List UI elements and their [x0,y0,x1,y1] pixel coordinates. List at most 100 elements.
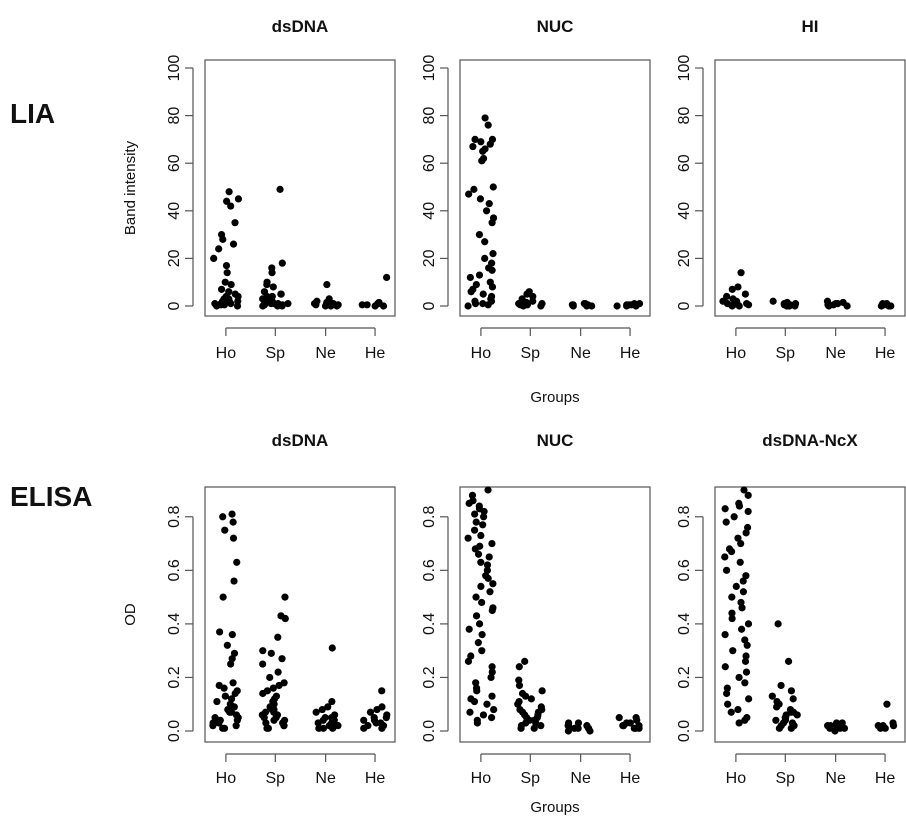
x-axis-title: Groups [530,389,579,406]
data-point [479,147,487,155]
data-point [230,577,238,585]
data-point [363,301,371,309]
data-point [471,510,479,518]
data-point [478,631,486,639]
data-point [383,273,391,282]
data-point [883,700,891,708]
data-point [791,302,799,310]
data-point [465,499,473,507]
data-point [488,283,497,291]
data-point [728,614,736,623]
data-point [721,553,729,561]
x-tick-label: Sp [776,345,796,362]
data-point [468,491,477,499]
data-point [487,673,495,682]
data-point [519,302,527,310]
data-point [483,700,491,708]
data-point [233,558,241,566]
data-point [481,114,489,122]
data-point [745,695,753,703]
data-point [831,727,839,735]
data-point [215,245,223,253]
y-tick-label: 0 [676,301,693,310]
data-point [465,625,473,633]
data-point [632,302,640,310]
data-point [739,577,747,585]
data-point [728,285,736,293]
data-point [221,278,229,286]
data-point [280,722,288,730]
data-point [488,606,496,615]
data-point [787,687,795,695]
data-point [482,207,491,215]
data-point [744,301,753,309]
data-point [471,545,479,553]
y-tick-label: 0.4 [166,613,183,635]
data-point [484,121,492,129]
data-point [259,660,267,668]
data-point [477,531,485,540]
data-point [722,566,731,574]
x-tick-label: Sp [266,770,286,787]
x-tick-label: He [365,770,386,787]
data-point [727,547,736,556]
data-point [483,561,492,569]
data-point [477,558,485,566]
y-tick-label: 60 [421,154,438,172]
data-point [478,157,486,165]
data-point [233,302,242,310]
data-point [269,283,277,291]
data-point [619,722,628,730]
data-point [227,202,235,210]
data-point [464,534,472,542]
data-point [741,657,750,665]
data-point [274,302,282,310]
data-point [227,300,235,308]
data-point [231,219,239,227]
data-point [530,724,538,732]
data-point [466,708,474,716]
data-point [586,727,594,735]
data-point [259,302,267,310]
data-point [784,657,793,665]
y-axis-title: OD [122,603,139,626]
y-tick-label: 40 [676,202,693,220]
data-point [274,633,282,641]
data-point [328,697,336,706]
y-tick-label: 0.6 [421,559,438,581]
data-point [521,657,529,665]
y-tick-label: 0.0 [421,720,438,742]
data-point [477,138,485,146]
data-point [278,259,286,267]
data-point [467,288,475,296]
data-point [312,301,320,309]
plot-frame [204,59,396,317]
data-point [635,724,643,732]
data-point [333,302,341,310]
data-point [484,301,492,309]
data-point [220,684,228,692]
y-axis-title: Band intensity [122,140,139,235]
data-point [470,526,479,534]
data-point [564,727,573,735]
data-point [259,647,267,655]
data-point [521,692,530,700]
data-point [221,692,229,700]
data-point [722,518,730,526]
y-tick-label: 100 [421,55,438,82]
x-tick-label: Ne [315,770,336,787]
data-point [741,636,749,644]
y-tick-label: 0.2 [421,666,438,688]
data-point [742,529,750,537]
data-point [490,705,498,714]
data-point [777,681,785,690]
x-tick-label: Ho [216,345,237,362]
data-point [881,724,889,732]
y-tick-label: 100 [676,55,693,82]
data-point [488,692,496,700]
data-point [486,140,494,148]
data-point [470,185,478,193]
data-point [743,641,751,649]
data-point [475,231,484,239]
data-point [515,681,524,690]
